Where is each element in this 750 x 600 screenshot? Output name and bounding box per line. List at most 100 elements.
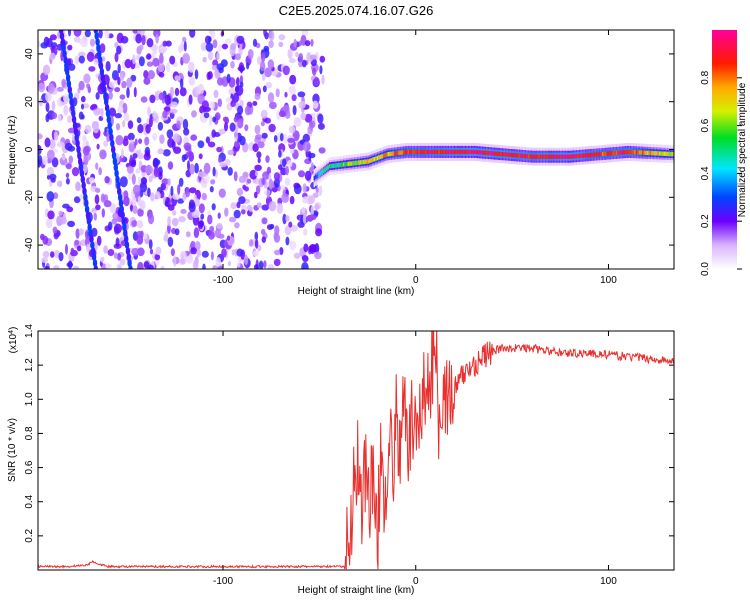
snr-multiplier-base: (x10 (8, 333, 19, 353)
noise-blob (78, 55, 86, 64)
signal-cell (316, 173, 319, 178)
noise-blob (317, 122, 325, 130)
noise-blob (198, 153, 203, 160)
noise-blob (100, 107, 104, 118)
noise-blob (236, 262, 241, 268)
signal-cell (478, 150, 480, 155)
signal-cell (370, 158, 372, 163)
streak-blob (66, 79, 72, 88)
noise-blob (230, 202, 237, 210)
noise-blob (198, 171, 206, 178)
noise-blob (278, 143, 286, 153)
noise-blob (237, 118, 244, 129)
noise-blob (317, 113, 324, 124)
noise-blob (267, 59, 274, 70)
noise-blob (230, 60, 235, 69)
noise-blob (254, 238, 259, 249)
noise-blob (167, 178, 171, 186)
noise-blob (190, 134, 198, 141)
signal-cell (346, 161, 348, 167)
noise-blob (261, 217, 268, 225)
noise-blob (123, 135, 129, 141)
noise-blob (162, 149, 171, 157)
noise-blob (147, 213, 155, 225)
noise-blob (167, 223, 171, 234)
signal-cell (366, 159, 368, 164)
figure-title: C2E5.2025.074.16.07.G26 (279, 3, 434, 18)
signal-cell (392, 151, 394, 156)
streak-blob (91, 253, 97, 261)
noise-blob (225, 97, 233, 103)
signal-cell (458, 149, 460, 155)
signal-cell (643, 150, 645, 155)
signal-cell (537, 154, 539, 159)
noise-blob (300, 112, 307, 121)
noise-blob (255, 170, 258, 177)
noise-blob (56, 180, 63, 187)
streak-blob (85, 211, 91, 220)
noise-blob (117, 105, 124, 114)
streak-blob (118, 199, 124, 208)
noise-blob (137, 124, 144, 134)
noise-blob (213, 89, 219, 99)
noise-blob (51, 157, 59, 168)
noise-blob (160, 265, 165, 269)
noise-blob (56, 141, 65, 148)
noise-blob (111, 70, 119, 81)
noise-blob (302, 183, 307, 194)
noise-blob (171, 217, 179, 227)
noise-blob (126, 87, 130, 99)
noise-blob (173, 255, 177, 267)
signal-cell (655, 151, 658, 156)
noise-blob (229, 122, 236, 132)
noise-blob (268, 30, 275, 41)
noise-blob (304, 170, 312, 181)
streak-blob (117, 193, 123, 202)
signal-cell (563, 154, 565, 159)
signal-cell (532, 154, 534, 159)
noise-blob (201, 192, 207, 201)
noise-blob (122, 120, 126, 128)
noise-blob (224, 38, 232, 45)
noise-blob (268, 123, 276, 133)
noise-blob (254, 231, 259, 241)
signal-cell (486, 150, 488, 156)
noise-blob (211, 129, 216, 138)
noise-blob (96, 235, 102, 246)
signal-cell (481, 150, 484, 155)
streak-blob (113, 163, 119, 172)
noise-blob (116, 45, 122, 55)
snr-axes: -100 0 100 0.2 0.4 0.6 0.8 1.0 1.2 1.4 (24, 324, 674, 587)
streak-blob (107, 121, 112, 130)
noise-blob (170, 248, 175, 257)
noise-blob (288, 125, 296, 134)
signal-cell (546, 154, 548, 159)
signal-cell (342, 162, 345, 167)
noise-blob (154, 253, 161, 261)
noise-blob (119, 94, 126, 100)
signal-cell (637, 150, 639, 155)
signal-cell (362, 159, 365, 165)
streak-blob (100, 73, 106, 82)
noise-blob (39, 98, 43, 107)
signal-cell (467, 149, 470, 155)
signal-cell (651, 150, 653, 156)
signal-cell (457, 149, 459, 155)
noise-blob (254, 124, 261, 135)
signal-cell (407, 149, 410, 155)
noise-blob (261, 74, 266, 81)
spectrogram-y-label: Frequency (Hz) (7, 116, 18, 185)
noise-blob (210, 179, 216, 185)
noise-blob (319, 55, 326, 63)
noise-blob (119, 176, 128, 188)
signal-cell (598, 152, 601, 157)
noise-blob (67, 145, 76, 152)
snr-y-tick-label: 1.0 (24, 392, 35, 406)
signal-cell (415, 149, 417, 155)
signal-cell (580, 153, 582, 158)
streak-blob (104, 97, 109, 106)
noise-blob (38, 82, 46, 93)
noise-blob (257, 157, 261, 164)
noise-blob (56, 86, 64, 92)
noise-blob (164, 200, 169, 207)
